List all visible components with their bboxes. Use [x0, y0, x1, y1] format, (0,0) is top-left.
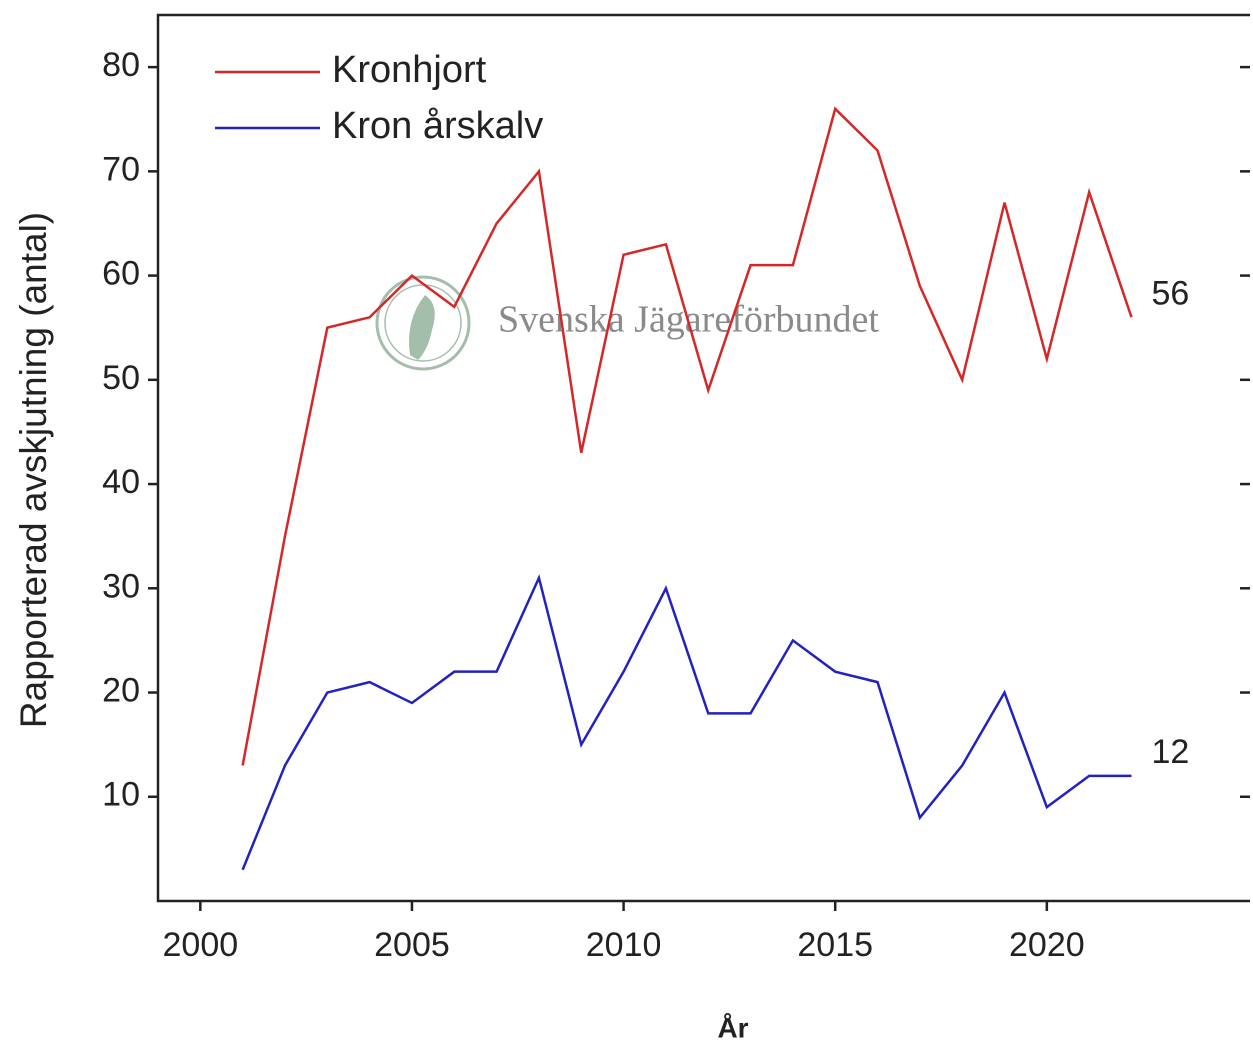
axes-frame	[156, 13, 1250, 903]
y-tick-label: 70	[102, 150, 140, 188]
y-tick-label: 10	[102, 776, 140, 814]
y-tick-label: 80	[102, 46, 140, 84]
end-label: 12	[1151, 733, 1189, 771]
y-tick-label: 40	[102, 463, 140, 501]
series-line	[241, 574, 1132, 871]
x-tick-label: 2010	[586, 926, 662, 964]
x-tick-label: 2015	[797, 926, 873, 964]
x-tick-label: 2020	[1009, 926, 1085, 964]
y-axis-label: Rapporterad avskjutning (antal)	[13, 212, 54, 728]
y-tick-label: 50	[102, 359, 140, 397]
x-axis-label: År	[717, 1012, 748, 1043]
legend-label: Kronhjort	[332, 49, 487, 91]
legend-label: Kron årskalv	[332, 105, 543, 147]
y-tick-label: 30	[102, 567, 140, 605]
y-tick-label: 60	[102, 255, 140, 293]
series-line	[241, 106, 1133, 766]
watermark-logo	[375, 275, 471, 371]
x-tick-label: 2000	[163, 926, 239, 964]
y-tick-label: 20	[102, 672, 140, 710]
x-tick-label: 2005	[374, 926, 450, 964]
end-label: 56	[1151, 274, 1189, 312]
